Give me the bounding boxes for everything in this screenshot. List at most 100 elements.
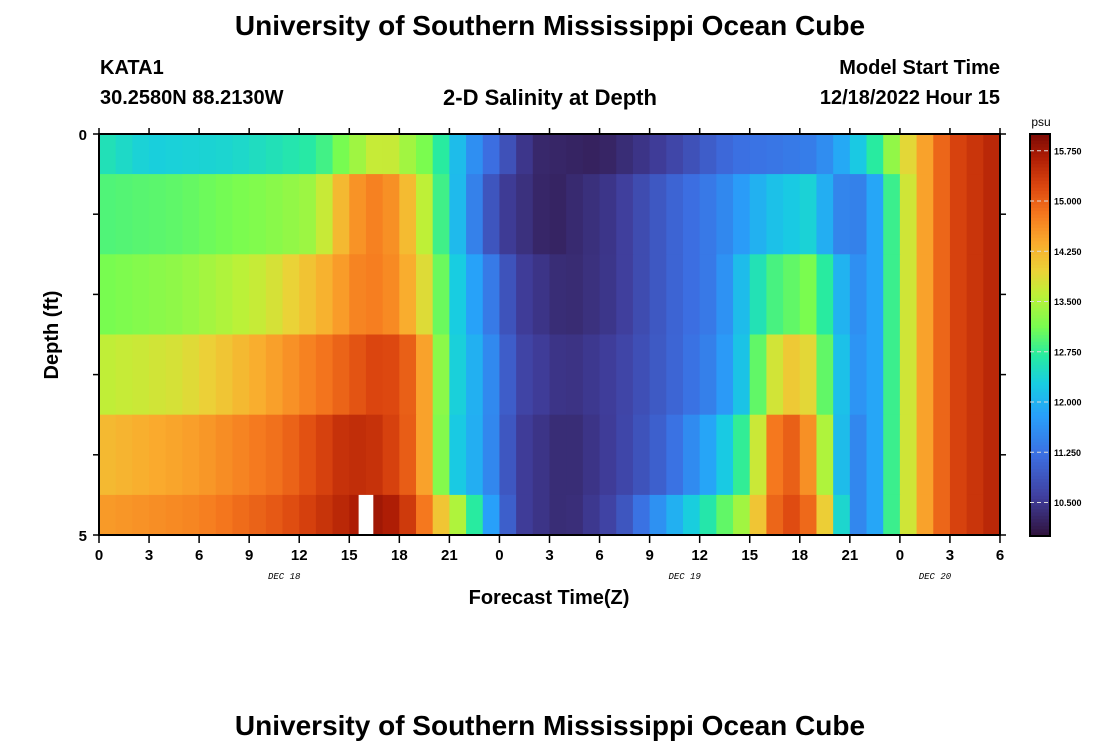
heatmap-cell <box>682 494 701 536</box>
heatmap-cell <box>349 134 367 175</box>
colorbar-segment <box>1030 184 1050 189</box>
colorbar-segment <box>1030 361 1050 366</box>
heatmap-cell <box>733 134 751 175</box>
heatmap-cell <box>282 334 300 416</box>
heatmap-cell <box>632 254 651 336</box>
colorbar-segment <box>1030 402 1050 406</box>
colorbar-segment <box>1030 472 1050 477</box>
x-tick-label: 21 <box>841 547 858 564</box>
heatmap-cell <box>349 414 367 496</box>
heatmap-cells <box>99 134 1001 536</box>
heatmap-cell <box>365 334 384 416</box>
heatmap-cell <box>983 414 1001 496</box>
heatmap-cell <box>649 494 667 536</box>
colorbar-segment <box>1030 244 1050 249</box>
heatmap-cell <box>115 134 133 175</box>
heatmap-cell <box>249 334 267 416</box>
colorbar-segment <box>1030 378 1050 383</box>
heatmap-cell <box>783 414 801 496</box>
colorbar-segment <box>1030 335 1050 339</box>
colorbar-segment <box>1030 134 1050 138</box>
plot-title: 2-D Salinity at Depth <box>443 85 657 110</box>
heatmap-cell <box>766 414 784 496</box>
colorbar-segment <box>1030 197 1050 202</box>
heatmap-cell <box>466 334 484 416</box>
y-tick-label: 5 <box>79 528 87 545</box>
colorbar-segment <box>1030 519 1050 524</box>
colorbar-segment <box>1030 308 1050 313</box>
heatmap-cell <box>482 254 501 336</box>
heatmap-cell <box>766 494 784 536</box>
colorbar-segment <box>1030 268 1050 272</box>
heatmap-cell <box>983 494 1001 536</box>
colorbar-segment <box>1030 442 1050 447</box>
heatmap-cell <box>849 334 868 416</box>
heatmap-cell <box>482 134 501 175</box>
colorbar-segment <box>1030 150 1050 155</box>
heatmap-cell <box>399 134 417 175</box>
model-start-label: Model Start Time <box>839 57 1000 79</box>
heatmap-cell <box>282 134 300 175</box>
colorbar-segment <box>1030 482 1050 487</box>
heatmap-cell <box>849 134 868 175</box>
heatmap-cell <box>416 134 434 175</box>
heatmap-cell <box>99 494 117 536</box>
x-axis-label: Forecast Time(Z) <box>469 587 630 609</box>
colorbar-segment <box>1030 465 1050 470</box>
heatmap-cell <box>883 334 901 416</box>
heatmap-cell <box>749 174 768 255</box>
heatmap-cell <box>816 494 834 536</box>
colorbar-segment <box>1030 489 1050 494</box>
colorbar-segment <box>1030 281 1050 286</box>
heatmap-cell <box>582 254 601 336</box>
heatmap-cell <box>332 134 350 175</box>
heatmap-cell <box>666 334 684 416</box>
heatmap-cell <box>899 414 918 496</box>
heatmap-cell <box>432 494 450 536</box>
heatmap-cell <box>349 334 367 416</box>
heatmap-cell <box>566 334 584 416</box>
colorbar-tick-label: 11.250 <box>1054 448 1081 458</box>
heatmap-cell <box>232 254 250 336</box>
heatmap-cell <box>916 414 934 496</box>
heatmap-cell <box>916 334 934 416</box>
heatmap-cell <box>516 334 534 416</box>
heatmap-cell <box>399 334 417 416</box>
heatmap-cell <box>899 494 918 536</box>
colorbar-segment <box>1030 284 1050 289</box>
heatmap-cell <box>382 334 400 416</box>
heatmap-cell <box>432 334 450 416</box>
colorbar-segment <box>1030 214 1050 219</box>
colorbar-segment <box>1030 502 1050 507</box>
heatmap-cell <box>549 414 567 496</box>
heatmap-cell <box>616 414 634 496</box>
heatmap-cell <box>616 174 634 255</box>
colorbar-segment <box>1030 160 1050 165</box>
colorbar-segment <box>1030 261 1050 266</box>
heatmap-cell <box>265 174 284 255</box>
colorbar-segment <box>1030 288 1050 293</box>
colorbar-segment <box>1030 452 1050 457</box>
heatmap-cell <box>382 414 400 496</box>
heatmap-cell <box>666 494 684 536</box>
heatmap-cell <box>599 134 617 175</box>
heatmap-cell <box>649 254 667 336</box>
heatmap-cell <box>883 174 901 255</box>
colorbar-segment <box>1030 221 1050 226</box>
colorbar-segment <box>1030 201 1050 205</box>
heatmap-cell <box>599 254 617 336</box>
heatmap-cell <box>966 414 984 496</box>
heatmap-cell <box>265 134 284 175</box>
colorbar-segment <box>1030 529 1050 534</box>
heatmap-cell <box>99 174 117 255</box>
colorbar-segment <box>1030 180 1050 185</box>
heatmap-cell <box>466 134 484 175</box>
heatmap-cell <box>866 494 884 536</box>
colorbar-segment <box>1030 341 1050 346</box>
heatmap-cell <box>816 254 834 336</box>
heatmap-cell <box>432 254 450 336</box>
colorbar-frame <box>1029 133 1051 537</box>
heatmap-cell <box>265 254 284 336</box>
heatmap-cell <box>149 334 167 416</box>
heatmap-cell <box>99 414 117 496</box>
